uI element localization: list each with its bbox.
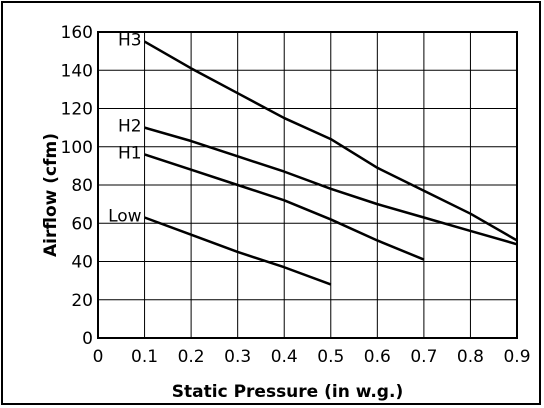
x-tick-label: 0.7 xyxy=(410,347,437,367)
series-label-h2: H2 xyxy=(118,117,142,137)
y-tick-label: 20 xyxy=(71,291,93,311)
y-tick-label: 120 xyxy=(61,100,93,120)
series-line-h1 xyxy=(144,153,425,261)
x-tick-label: 0.1 xyxy=(131,347,158,367)
y-tick-label: 80 xyxy=(71,176,93,196)
series-label-low: Low xyxy=(108,207,142,227)
y-tick-label: 160 xyxy=(61,23,93,43)
y-axis-label: Airflow (cfm) xyxy=(41,133,61,257)
x-tick-label: 0.2 xyxy=(178,347,205,367)
y-tick-label: 40 xyxy=(71,253,93,273)
series-label-h1: H1 xyxy=(118,143,142,163)
series-line-h2 xyxy=(144,126,518,246)
y-tick-label: 140 xyxy=(61,61,93,81)
series-lines xyxy=(143,40,518,286)
x-tick-label: 0.3 xyxy=(224,347,251,367)
x-tick-label: 0.8 xyxy=(457,347,484,367)
y-axis-ticks: 0 20 40 60 80 100 120 140 160 xyxy=(61,23,93,349)
x-tick-label: 0 xyxy=(93,347,104,367)
y-tick-label: 0 xyxy=(82,329,93,349)
x-axis-label: Static Pressure (in w.g.) xyxy=(172,382,403,402)
y-tick-label: 100 xyxy=(61,138,93,158)
series-label-h3: H3 xyxy=(118,31,142,51)
plot-area xyxy=(97,31,518,339)
x-axis-ticks: 0 0.1 0.2 0.3 0.4 0.5 0.6 0.7 0.8 0.9 xyxy=(93,347,531,367)
series-line-h3 xyxy=(143,40,518,242)
grid xyxy=(97,31,518,339)
x-tick-label: 0.4 xyxy=(271,347,298,367)
series-labels: H3 H2 H1 Low xyxy=(108,31,142,227)
x-tick-label: 0.5 xyxy=(317,347,344,367)
x-tick-label: 0.9 xyxy=(503,347,530,367)
x-tick-label: 0.6 xyxy=(364,347,391,367)
y-tick-label: 60 xyxy=(71,214,93,234)
series-line-low xyxy=(144,216,332,286)
